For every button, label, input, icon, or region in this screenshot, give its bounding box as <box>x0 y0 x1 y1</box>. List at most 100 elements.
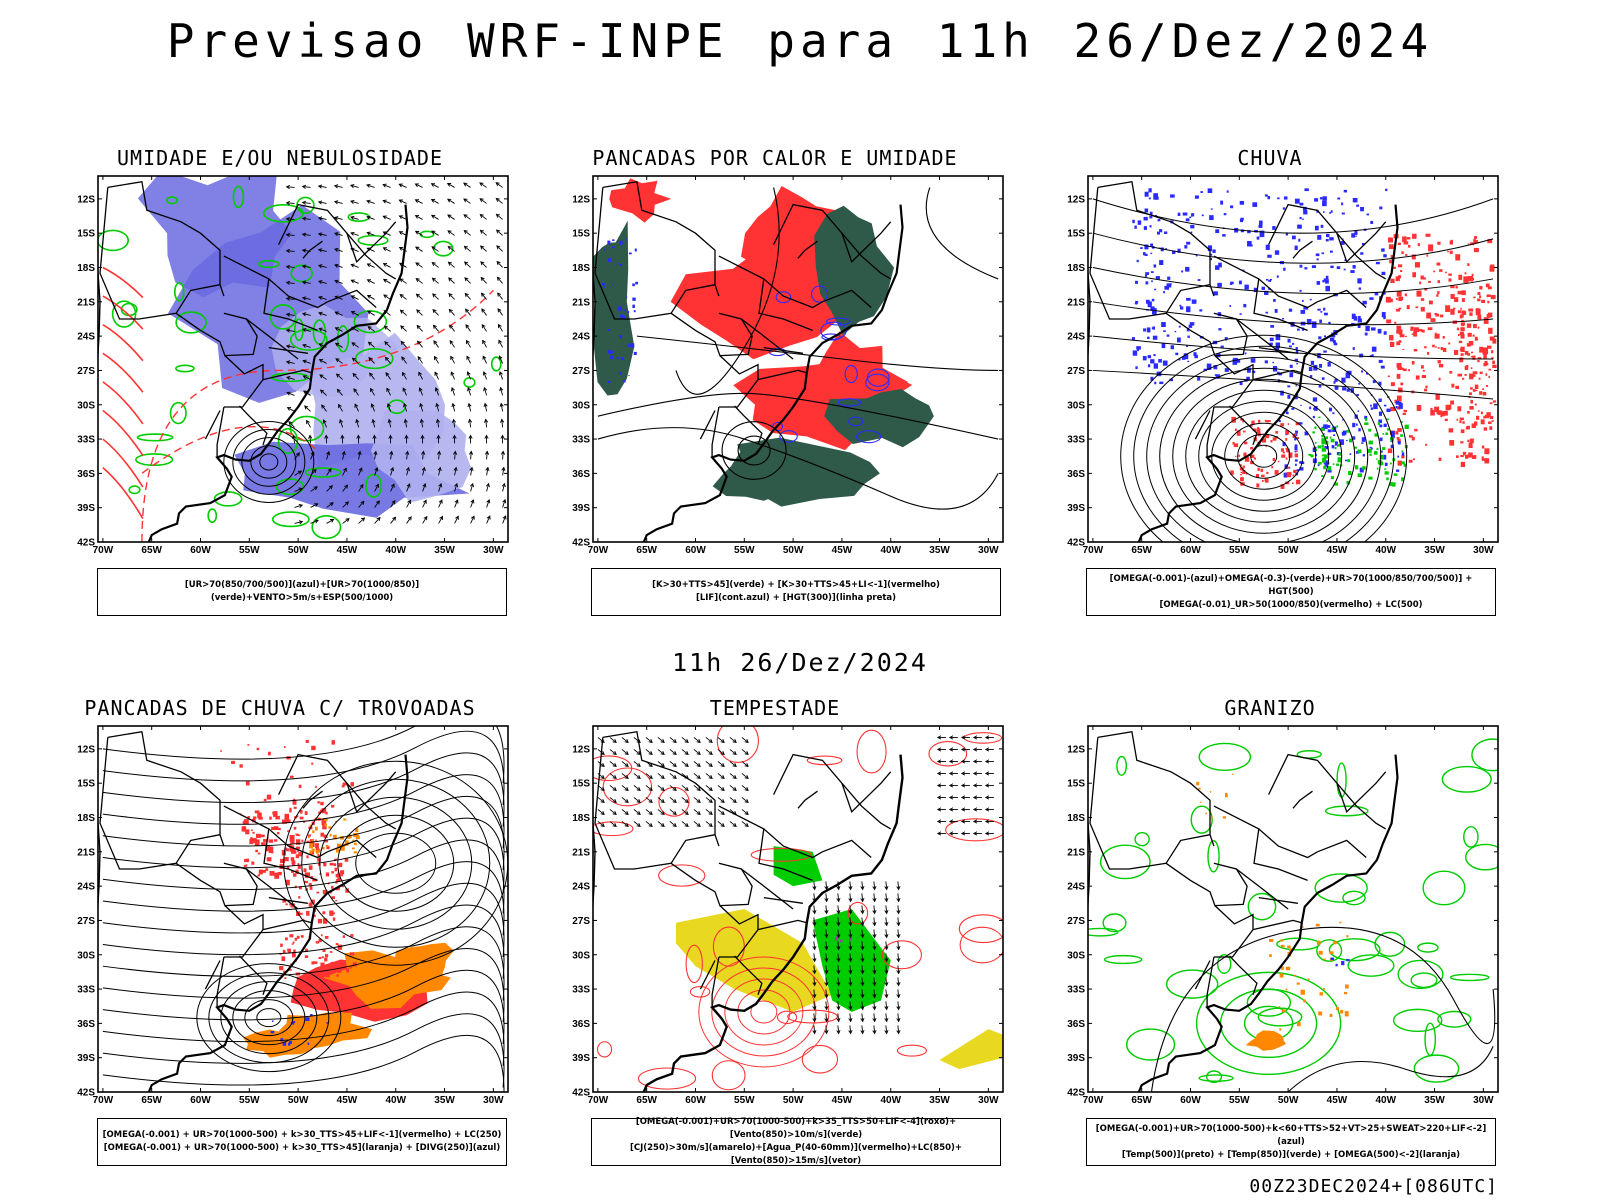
rain-red-speck <box>1460 333 1464 339</box>
lon-label: 35W <box>929 545 950 556</box>
wind-vector <box>885 953 888 962</box>
rain-green-speck <box>1357 449 1362 454</box>
border-line <box>327 839 377 858</box>
wind-arrow-head <box>431 277 436 282</box>
wind-arrow <box>453 419 456 428</box>
storm-red-speck <box>263 838 267 842</box>
rain-red-speck <box>1453 349 1459 355</box>
rain-red-speck <box>1464 374 1467 376</box>
rain-red-speck <box>1469 392 1473 396</box>
height-contour <box>737 435 771 466</box>
rain-red-speck <box>1439 314 1444 318</box>
wind-arrow <box>302 297 311 300</box>
wind-arrow <box>390 483 395 492</box>
border-line <box>718 905 759 958</box>
lon-label: 45W <box>832 545 853 556</box>
wind-arrow-head <box>417 355 422 361</box>
omega-orange-speck <box>1279 973 1284 978</box>
rain-red-speck <box>1411 333 1415 335</box>
rain-blue-speck <box>1343 268 1346 271</box>
wind-vector-head <box>660 775 665 780</box>
wind-vector-head <box>696 823 701 828</box>
wind-arrow-head <box>465 308 470 313</box>
wind-arrow <box>496 261 503 268</box>
border-line <box>1268 753 1387 813</box>
rain-red-speck <box>1436 294 1439 297</box>
storm-red-speck <box>318 957 322 960</box>
wind-arrow <box>336 373 343 380</box>
storm-red-speck <box>320 832 325 837</box>
omega-orange-speck <box>1333 941 1337 945</box>
wind-vector <box>597 797 605 803</box>
border-line <box>1229 405 1258 446</box>
wind-arrow-head <box>451 418 457 423</box>
wind-vector <box>693 809 701 815</box>
geopotential-contour <box>1224 422 1304 490</box>
border-line <box>246 868 299 910</box>
rain-red-speck <box>1286 448 1290 453</box>
wind-arrow <box>326 502 334 508</box>
rain-blue-speck <box>1149 211 1153 216</box>
wind-vector-head <box>884 1017 889 1023</box>
humidity-green-contour <box>175 311 207 334</box>
wind-arrow <box>470 516 475 524</box>
wind-vector <box>669 761 677 767</box>
storm-red-speck <box>338 964 342 968</box>
rain-red-speck <box>1457 290 1462 295</box>
rain-blue-speck <box>1383 254 1387 258</box>
wind-arrow <box>415 230 423 236</box>
rain-blue-speck <box>1386 408 1391 413</box>
lat-label: 30S <box>77 400 95 411</box>
streamline <box>319 796 473 930</box>
humidity-green-contour <box>111 300 137 328</box>
lon-label: 60W <box>1180 545 1201 556</box>
wind-arrow <box>415 215 423 220</box>
lat-label: 18S <box>1067 263 1085 274</box>
rain-red-speck <box>1485 373 1488 376</box>
wind-vector-head <box>984 831 990 836</box>
rain-blue-speck <box>1177 248 1181 253</box>
wind-arrow-head <box>382 278 388 283</box>
rain-red-speck <box>1406 305 1410 310</box>
rain-blue-speck <box>1182 212 1188 216</box>
storm-orange-speck <box>321 846 325 850</box>
rain-blue-speck <box>1218 262 1222 268</box>
rain-blue-speck <box>1239 218 1244 223</box>
lon-label: 55W <box>239 1095 260 1106</box>
wind-arrow-head <box>333 184 339 189</box>
wind-vector-head <box>824 1005 829 1011</box>
rain-blue-speck <box>1280 390 1284 396</box>
rain-blue-speck <box>1321 252 1324 255</box>
wind-arrow-head <box>437 450 442 455</box>
wind-vector <box>873 881 876 890</box>
storm-red-speck <box>267 751 271 756</box>
rain-red-speck <box>1292 474 1295 477</box>
wind-vector-head <box>948 831 954 836</box>
wind-vector-head <box>972 807 978 812</box>
rain-red-speck <box>1479 295 1482 299</box>
wind-arrow <box>338 404 343 412</box>
rain-red-speck <box>1492 360 1496 364</box>
lat-label: 30S <box>1067 400 1085 411</box>
storm-red-speck <box>257 874 260 877</box>
rain-red-speck <box>1450 285 1455 289</box>
wind-vector <box>609 761 617 767</box>
storm-red-speck <box>280 858 285 864</box>
temp850-green-contour <box>1441 765 1492 793</box>
rain-red-speck <box>1387 237 1393 243</box>
wind-arrow-head <box>334 327 339 331</box>
wind-arrow <box>367 232 375 236</box>
rain-red-speck <box>1488 368 1492 371</box>
rain-green-speck <box>1362 466 1366 470</box>
lon-label: 30W <box>483 545 504 556</box>
model-run-label: 00Z23DEC2024+[086UTC] <box>1249 1176 1498 1197</box>
rain-green-speck <box>1384 471 1389 475</box>
border-line <box>246 318 299 360</box>
precip-water-contour <box>881 940 923 970</box>
rain-green-speck <box>1400 434 1403 437</box>
wind-arrow-head <box>483 418 489 423</box>
storm-red-speck <box>293 949 296 953</box>
rain-red-speck <box>1461 319 1464 322</box>
rain-blue-speck <box>1209 253 1213 256</box>
temp850-green-contour <box>1437 1010 1472 1028</box>
